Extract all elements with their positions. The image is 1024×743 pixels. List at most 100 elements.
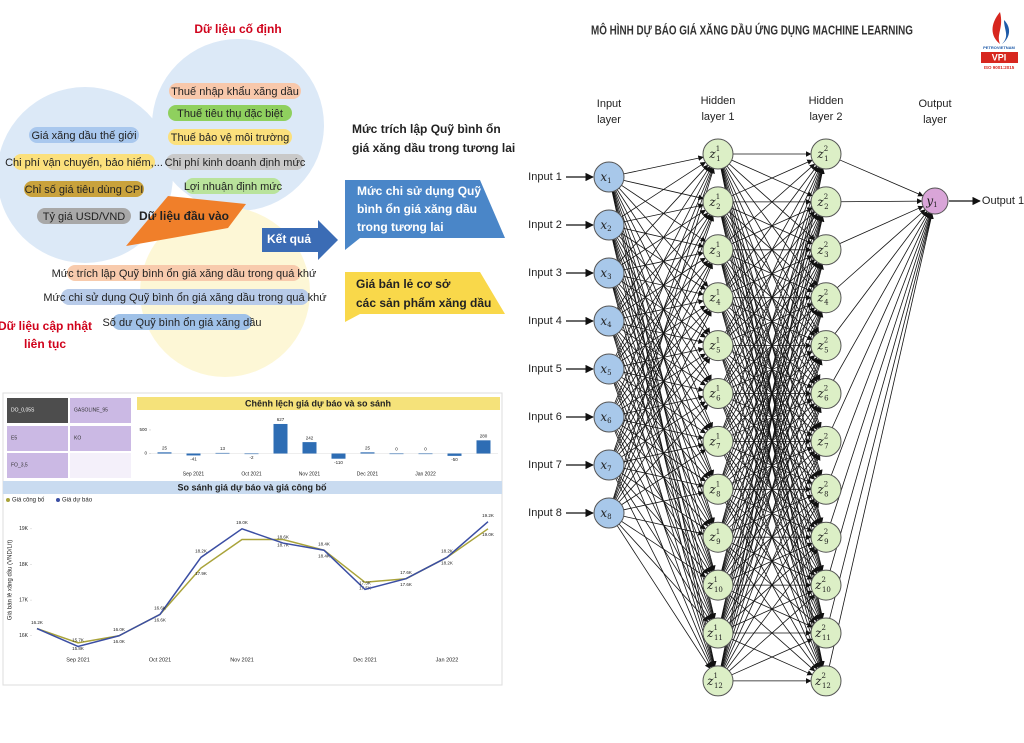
y-tick-label: 0 [144, 451, 147, 456]
node-label: x4 [600, 314, 612, 330]
node-sub: 7 [824, 442, 828, 450]
node-base: z [708, 242, 716, 256]
center-label: Dữ liệu đầu vào [139, 209, 229, 223]
input-label: Input 5 [528, 363, 562, 375]
node-base: z [816, 338, 824, 352]
node-sub: 3 [824, 251, 828, 259]
edge [726, 165, 818, 286]
line [36, 521, 489, 648]
node-sub: 3 [716, 251, 720, 259]
value-label: 16.0K [113, 639, 125, 644]
edge [613, 215, 715, 499]
pill [112, 314, 252, 330]
node-label: z1 3 [708, 241, 720, 259]
node-base: z [814, 626, 822, 640]
bar [215, 452, 230, 454]
pill [168, 129, 292, 145]
node-sup: 2 [824, 528, 828, 536]
pill-label: Số dư Quỹ bình ổn giá xăng dầu [102, 317, 261, 329]
node [702, 569, 734, 601]
edge [731, 638, 813, 676]
value-label: 18.2K [441, 561, 453, 566]
node-sub: 1 [933, 201, 937, 209]
value-label: 16.0K [113, 627, 125, 632]
node-sup: 2 [824, 289, 828, 297]
node [810, 234, 842, 266]
edge [726, 548, 818, 670]
x-tick-label: Sep 2021 [66, 657, 90, 663]
pill [166, 154, 304, 170]
pill-label: Thuế bảo vệ môi trường [171, 132, 290, 144]
chart-title: Chênh lệch giá dự báo và so sánh [245, 398, 391, 408]
node-base: z [816, 434, 824, 448]
value-label: 17.3K [359, 581, 371, 586]
edge [613, 167, 715, 451]
node-sub: 6 [607, 417, 612, 425]
node [593, 401, 625, 433]
edge [722, 407, 822, 667]
bar-title-band [137, 397, 500, 410]
result-blue: trong tương lai [357, 220, 444, 234]
pill [29, 127, 139, 143]
overlap [126, 196, 246, 246]
node [702, 234, 734, 266]
output-label: Output 1 [982, 195, 1024, 207]
arrow-label: Kết quả [267, 232, 311, 246]
node-base: z [816, 290, 824, 304]
node-sup: 2 [824, 193, 828, 201]
node-base: z [816, 194, 824, 208]
node-label: z1 2 [708, 193, 720, 211]
node-sub: 12 [714, 682, 723, 690]
layer-title: layer [597, 114, 621, 126]
node [810, 186, 842, 218]
input-label: Input 8 [528, 507, 562, 519]
slicer-label: FO_3,5 [11, 462, 28, 468]
bar [447, 453, 462, 456]
input-label: Input 2 [528, 219, 562, 231]
value-label: 19.2K [482, 513, 494, 518]
edge [833, 211, 929, 381]
node-sup: 2 [824, 145, 828, 153]
slicer-label: KO [74, 435, 81, 441]
x-tick-label: Oct 2021 [149, 657, 171, 663]
value-label: 16.6K [154, 618, 166, 623]
legend-marker [6, 498, 10, 502]
node [593, 353, 625, 385]
bar [389, 453, 404, 455]
value-label: 15.8K [72, 646, 84, 651]
pill-label: Giá xăng dầu thế giới [31, 130, 136, 142]
edge [725, 501, 819, 669]
x-tick-label: Oct 2021 [241, 471, 262, 477]
edge [621, 161, 706, 218]
edge [722, 167, 823, 476]
node-sup: 2 [824, 241, 828, 249]
result-heading: Mức trích lập Quỹ bình ổn [352, 122, 501, 136]
node-base: z [816, 147, 824, 161]
node-base: z [708, 386, 716, 400]
node-sup: 1 [713, 624, 717, 632]
value-label: 18.2K [195, 549, 207, 554]
x-tick-label: Jan 2022 [415, 471, 436, 477]
x-tick-label: Dec 2021 [357, 471, 379, 477]
node-sup: 1 [716, 241, 720, 249]
node-label: z2 9 [816, 528, 828, 546]
slicer-tile [70, 453, 131, 478]
pill [24, 181, 144, 197]
node-sup: 1 [716, 528, 720, 536]
node-label: z1 7 [708, 432, 720, 450]
edge [829, 213, 934, 619]
value-label: 242 [306, 435, 314, 440]
edge [623, 515, 704, 536]
logo-flame-blue [1002, 20, 1010, 44]
node-base: z [814, 673, 822, 687]
node [810, 617, 842, 649]
bar [157, 452, 172, 454]
edge [829, 212, 933, 571]
value-label: 18.7K [277, 543, 289, 548]
node-sup: 2 [821, 672, 825, 680]
legend-label: Giá công bố [12, 498, 45, 504]
edge [723, 454, 821, 668]
node-base: x [600, 314, 607, 328]
pill-label: Chi phí kinh doanh định mức [165, 157, 306, 169]
node-base: z [708, 338, 716, 352]
